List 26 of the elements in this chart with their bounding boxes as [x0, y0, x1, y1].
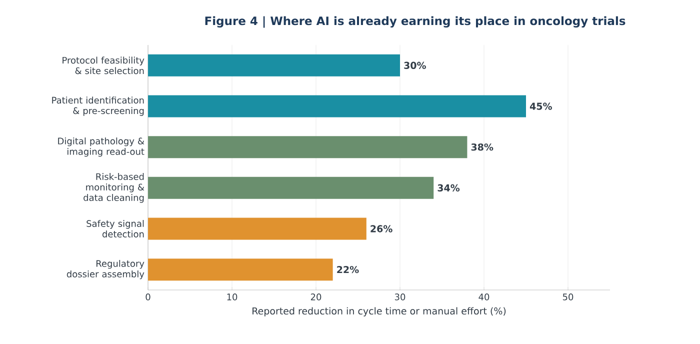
bar	[148, 95, 526, 118]
data-label: 45%	[530, 102, 552, 110]
bar	[148, 136, 468, 158]
chart-title: Figure 4 | Where AI is already earning its place in oncology trials	[205, 16, 626, 28]
bar	[148, 218, 366, 240]
data-label: 30%	[404, 62, 426, 70]
x-tick-label: 30	[394, 294, 406, 300]
y-tick-label: Regulatory dossier assembly	[66, 260, 144, 280]
y-tick-label: Risk-based monitoring & data cleaning	[84, 173, 144, 203]
bar	[148, 176, 434, 199]
y-tick-label: Patient identification & pre-screening	[52, 96, 144, 116]
bar	[148, 258, 333, 281]
x-tick-label: 10	[227, 294, 238, 300]
x-tick-label: 50	[562, 294, 574, 300]
x-tick-label: 40	[478, 294, 490, 300]
x-tick-label: 0	[146, 294, 150, 300]
data-label: 34%	[438, 184, 460, 192]
data-label: 22%	[337, 266, 359, 274]
y-tick-label: Safety signal detection	[86, 220, 144, 238]
bar	[148, 54, 400, 76]
x-axis-title: Reported reduction in cycle time or manual effort (%)	[252, 307, 506, 316]
data-label: 38%	[471, 143, 494, 151]
y-tick-label: Digital pathology & imaging read-out	[58, 137, 144, 157]
data-label: 26%	[370, 225, 392, 232]
y-tick-label: Protocol feasibility & site selection	[62, 56, 144, 74]
x-tick-label: 20	[310, 294, 322, 300]
